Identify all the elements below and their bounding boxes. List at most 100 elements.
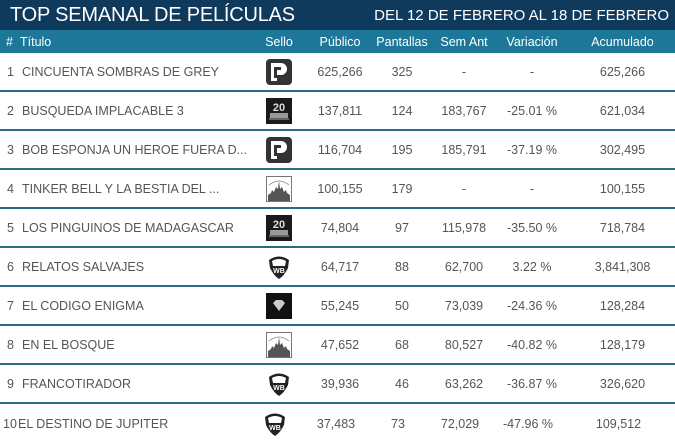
acumulado-cell: 3,841,308 [594, 259, 651, 274]
disney-logo-icon [266, 331, 292, 358]
diamond-logo-icon [266, 292, 292, 319]
rank-cell: 2 [7, 103, 14, 118]
pantallas-cell: 46 [395, 376, 409, 391]
pantallas-cell: 97 [395, 220, 409, 235]
table-row[interactable]: 8 EN EL BOSQUE 47,652 68 80,527 -40.82 % 128,… [0, 326, 675, 365]
universal-logo-icon [266, 58, 292, 85]
rank-cell: 8 [7, 337, 14, 352]
acumulado-cell: 718,784 [599, 220, 646, 235]
variacion-cell: - [529, 181, 535, 196]
title-cell: EL CODIGO ENIGMA [22, 298, 144, 313]
sello-cell: WB [254, 254, 304, 280]
table-row[interactable]: 1 CINCUENTA SOMBRAS DE GREY 625,266 325 - - 6… [0, 53, 675, 92]
title-cell: RELATOS SALVAJES [22, 259, 145, 274]
acumulado-cell: 326,620 [599, 376, 646, 391]
publico-cell: 625,266 [317, 64, 363, 79]
rank-cell: 1 [7, 64, 14, 79]
sello-cell: 20 [254, 97, 304, 124]
rank-cell: 5 [7, 220, 14, 235]
sem-ant-cell: 115,978 [441, 220, 487, 235]
column-header-sello: Sello [265, 34, 293, 49]
acumulado-cell: 302,495 [599, 142, 646, 157]
column-header-rank: # [6, 34, 13, 49]
publico-cell: 39,936 [320, 376, 360, 391]
variacion-cell: -25.01 % [506, 103, 558, 118]
title-cell: LOS PINGUINOS DE MADAGASCAR [22, 220, 234, 235]
sem-ant-cell: 185,791 [441, 142, 487, 157]
movie-table: 1 CINCUENTA SOMBRAS DE GREY 625,266 325- -6… [0, 53, 675, 443]
table-row[interactable]: 2 BUSQUEDA IMPLACABLE 3 20 137,811 124 183,… [0, 92, 675, 131]
svg-text:WB: WB [273, 268, 285, 275]
table-row[interactable]: 5 LOS PINGUINOS DE MADAGASCAR 20 74,804 97… [0, 209, 675, 248]
svg-text:20: 20 [273, 219, 285, 231]
universal-logo-icon [266, 136, 292, 163]
column-header-publico: Público [319, 34, 361, 49]
sem-ant-cell: 73,039 [444, 298, 484, 313]
table-row[interactable]: 6 RELATOS SALVAJES WB 64,717 88 62,700 3.22 … [0, 248, 675, 287]
date-range: DEL 12 DE FEBRERO AL 18 DE FEBRERO [374, 6, 669, 24]
sello-cell: WB [254, 371, 304, 397]
variacion-cell: -37.19 % [506, 142, 558, 157]
publico-cell: 116,704 [317, 142, 363, 157]
rank-cell: 6 [7, 259, 14, 274]
rank-cell: 3 [7, 142, 14, 157]
pantallas-cell: 68 [395, 337, 409, 352]
table-row[interactable]: 7 EL CODIGO ENIGMA 55,245 50 73,039 -24.36 %… [0, 287, 675, 326]
title-cell: EL DESTINO DE JUPITER [18, 416, 169, 431]
sem-ant-cell: - [461, 181, 467, 196]
column-header-title: Título [20, 34, 52, 49]
title-cell: TINKER BELL Y LA BESTIA DEL ... [22, 181, 220, 196]
acumulado-cell: 100,155 [599, 181, 646, 196]
sello-cell: WB [250, 411, 300, 437]
publico-cell: 74,804 [320, 220, 360, 235]
acumulado-cell: 621,034 [599, 103, 646, 118]
table-row[interactable]: 9 FRANCOTIRADOR WB 39,936 46 63,262 -36.87 %… [0, 365, 675, 404]
acumulado-cell: 128,179 [599, 337, 646, 352]
sem-ant-cell: 62,700 [444, 259, 484, 274]
rank-cell: 7 [7, 298, 14, 313]
variacion-cell: -35.50 % [506, 220, 558, 235]
column-header-acumulado: Acumulado [591, 34, 654, 49]
pantallas-cell: 50 [395, 298, 409, 313]
title-cell: EN EL BOSQUE [22, 337, 115, 352]
sello-cell [254, 331, 304, 358]
warner-logo-icon: WB [266, 254, 292, 280]
svg-text:WB: WB [273, 385, 285, 392]
svg-text:20: 20 [273, 102, 285, 114]
sem-ant-cell: 183,767 [441, 103, 487, 118]
table-header: # Título Sello Público Pantallas Sem Ant… [0, 30, 675, 53]
title-cell: CINCUENTA SOMBRAS DE GREY [22, 64, 220, 79]
rank-cell: 10 [3, 416, 17, 431]
publico-cell: 64,717 [320, 259, 360, 274]
variacion-cell: - [529, 64, 535, 79]
page-title: TOP SEMANAL DE PELÍCULAS [10, 3, 295, 26]
sello-cell [254, 136, 304, 163]
column-header-pantallas: Pantallas [376, 34, 428, 49]
sello-cell [254, 58, 304, 85]
sem-ant-cell: 80,527 [444, 337, 484, 352]
pantallas-cell: 73 [391, 416, 405, 431]
pantallas-cell: 325 [391, 64, 413, 79]
sem-ant-cell: 63,262 [444, 376, 484, 391]
sem-ant-cell: 72,029 [440, 416, 480, 431]
column-header-sem-ant: Sem Ant [440, 34, 488, 49]
publico-cell: 137,811 [317, 103, 363, 118]
variacion-cell: -40.82 % [506, 337, 558, 352]
variacion-cell: -36.87 % [506, 376, 558, 391]
publico-cell: 47,652 [320, 337, 360, 352]
variacion-cell: -47.96 % [502, 416, 554, 431]
acumulado-cell: 128,284 [599, 298, 646, 313]
title-bar: TOP SEMANAL DE PELÍCULAS DEL 12 DE FEBRE… [0, 0, 675, 30]
rank-cell: 9 [7, 376, 14, 391]
table-row[interactable]: 3 BOB ESPONJA UN HEROE FUERA D... 116,704… [0, 131, 675, 170]
publico-cell: 37,483 [316, 416, 356, 431]
variacion-cell: -24.36 % [506, 298, 558, 313]
publico-cell: 55,245 [320, 298, 360, 313]
fox-logo-icon: 20 [266, 214, 292, 241]
disney-logo-icon [266, 175, 292, 202]
title-cell: BUSQUEDA IMPLACABLE 3 [22, 103, 184, 118]
pantallas-cell: 179 [391, 181, 413, 196]
table-row[interactable]: 10 EL DESTINO DE JUPITER WB 37,483 73 72,02… [0, 404, 675, 443]
warner-logo-icon: WB [262, 411, 288, 437]
table-row[interactable]: 4 TINKER BELL Y LA BESTIA DEL ... 100,155… [0, 170, 675, 209]
